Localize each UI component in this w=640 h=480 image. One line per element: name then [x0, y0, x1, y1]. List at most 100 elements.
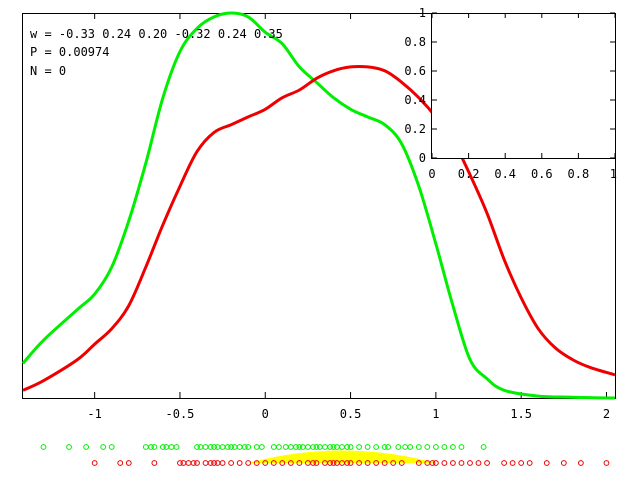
red-rug-point — [296, 460, 303, 466]
main-x-tick-label: 1 — [432, 407, 439, 421]
red-rug-point — [543, 460, 550, 466]
green-rug-point — [296, 444, 303, 450]
red-rug-point — [177, 460, 183, 466]
red-rug-point — [125, 460, 132, 466]
green-rug-point — [83, 444, 90, 450]
red-rug-point — [228, 460, 235, 466]
red-rug-point — [185, 460, 192, 466]
red-rug-point — [279, 460, 286, 466]
green-rug-point — [432, 444, 439, 450]
green-rug-point — [364, 444, 371, 450]
green-rug-point — [385, 444, 391, 450]
red-rug-point — [219, 460, 226, 466]
green-rug-point — [276, 444, 282, 450]
inset-x-tick-label: 0.4 — [494, 167, 516, 181]
green-rug-point — [330, 444, 337, 450]
weights-text: w = -0.33 0.24 0.20 -0.32 0.24 0.35 — [30, 27, 283, 41]
red-rug-point — [344, 460, 351, 466]
green-rug-point — [270, 444, 277, 450]
red-rug-point — [484, 460, 490, 466]
green-rug-point — [241, 444, 248, 450]
red-rug-point — [211, 460, 217, 466]
main-x-tick-label: -0.5 — [166, 407, 195, 421]
rug-plot — [40, 444, 610, 466]
green-rug-point — [228, 444, 235, 450]
green-density-curve — [21, 11, 616, 400]
green-rug-point — [327, 444, 333, 450]
inset-y-tick-label: 0 — [419, 151, 426, 165]
red-rug-point — [475, 460, 482, 466]
green-rug-point — [287, 444, 294, 450]
red-rug-point — [347, 460, 354, 466]
green-rug-point — [407, 444, 414, 450]
red-rug-point — [270, 460, 277, 466]
green-rug-point — [214, 444, 221, 450]
red-rug-point — [287, 460, 294, 466]
red-density-curve — [22, 64, 616, 392]
green-rug-point — [402, 444, 409, 450]
green-rug-point — [219, 444, 226, 450]
green-rug-point — [231, 444, 238, 450]
main-x-tick-label: 0 — [262, 407, 269, 421]
red-rug-point — [390, 460, 397, 466]
inset-plot-frame — [431, 13, 616, 159]
red-rug-point — [207, 460, 214, 466]
inset-y-tick-label: 0.4 — [404, 93, 426, 107]
red-rug-point — [190, 460, 197, 466]
green-rug-point — [395, 444, 402, 450]
green-rug-point — [344, 444, 351, 450]
inset-x-tick-label: 1 — [610, 167, 617, 181]
inset-x-tick-label: 0.2 — [458, 167, 480, 181]
green-rug-point — [310, 444, 316, 450]
green-rug-point — [316, 444, 323, 450]
green-rug-point — [347, 444, 354, 450]
green-rug-point — [173, 444, 180, 450]
green-rug-point — [415, 444, 422, 450]
red-rug-point — [560, 460, 567, 466]
red-rug-point — [117, 460, 124, 466]
green-rug-point — [258, 444, 265, 450]
green-rug-point — [282, 444, 289, 450]
green-rug-point — [108, 444, 115, 450]
red-rug-point — [603, 460, 610, 466]
inset-y-tick-label: 0.8 — [404, 35, 426, 49]
main-x-tick-label: 0.5 — [340, 407, 362, 421]
green-rug-point — [245, 444, 252, 450]
rug-density-shape — [248, 450, 436, 463]
inset-x-tick-label: 0.8 — [568, 167, 590, 181]
green-rug-point — [253, 444, 260, 450]
n-count-text: N = 0 — [30, 64, 66, 78]
red-rug-point — [526, 460, 533, 466]
green-rug-point — [142, 444, 149, 450]
main-x-tick-label: 2 — [603, 407, 610, 421]
green-rug-point — [197, 444, 204, 450]
inset-y-tick-label: 0.2 — [404, 122, 426, 136]
red-rug-point — [236, 460, 243, 466]
inset-x-tick-label: 0 — [428, 167, 435, 181]
green-rug-point — [305, 444, 311, 450]
red-rug-point — [509, 460, 516, 466]
green-rug-point — [163, 444, 170, 450]
green-rug-point — [202, 444, 209, 450]
inset-y-tick-label: 0.6 — [404, 64, 426, 78]
red-rug-point — [432, 460, 439, 466]
red-rug-point — [577, 460, 584, 466]
red-rug-point — [202, 460, 209, 466]
red-rug-point — [429, 460, 436, 466]
main-curves — [21, 11, 616, 400]
red-rug-point — [356, 460, 362, 466]
green-rug-point — [458, 444, 465, 450]
red-rug-point — [327, 460, 333, 466]
main-x-tick-label: 1.5 — [510, 407, 532, 421]
green-rug-point — [293, 444, 299, 450]
red-rug-point — [364, 460, 371, 466]
red-rug-point — [518, 460, 525, 466]
green-rug-point — [299, 444, 306, 450]
red-rug-point — [373, 460, 380, 466]
green-rug-point — [40, 444, 47, 450]
main-plot-frame — [22, 13, 616, 399]
red-rug-point — [467, 460, 473, 466]
green-rug-point — [236, 444, 243, 450]
green-rug-point — [322, 444, 328, 450]
